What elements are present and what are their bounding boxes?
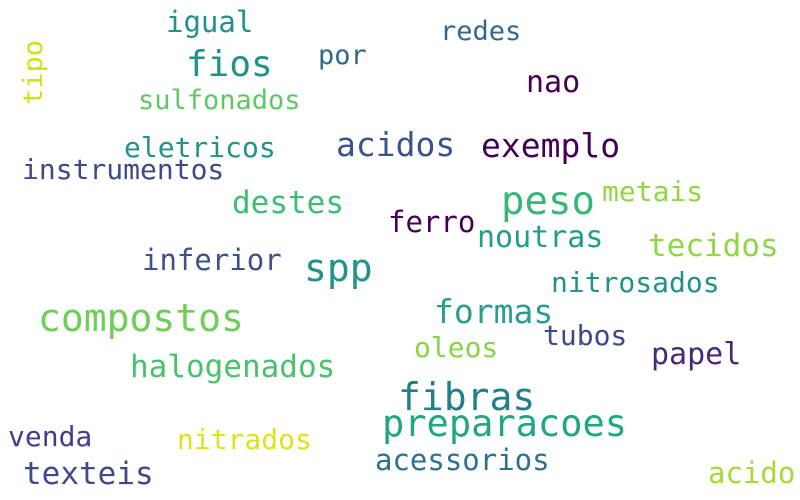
word-noutras: noutras: [477, 220, 604, 255]
word-nao: nao: [526, 65, 581, 100]
word-tipo: tipo: [18, 39, 49, 105]
word-oleos: oleos: [414, 331, 499, 364]
word-ferro: ferro: [388, 205, 476, 239]
word-halogenados: halogenados: [130, 349, 336, 385]
word-acessorios: acessorios: [375, 443, 550, 477]
word-inferior: inferior: [142, 243, 282, 277]
word-formas: formas: [434, 292, 554, 331]
word-fios: fios: [186, 44, 273, 85]
word-compostos: compostos: [38, 296, 244, 340]
word-destes: destes: [232, 185, 344, 221]
word-nitrosados: nitrosados: [551, 266, 720, 299]
word-eletricos: eletricos: [124, 131, 276, 164]
word-acidos: acidos: [336, 125, 456, 164]
word-tubos: tubos: [543, 319, 628, 352]
word-por: por: [318, 40, 367, 71]
word-instrumentos: instrumentos: [22, 153, 225, 186]
word-tecidos: tecidos: [648, 228, 779, 264]
word-peso: peso: [501, 179, 595, 224]
word-spp: spp: [304, 246, 373, 290]
word-venda: venda: [8, 420, 93, 453]
word-metais: metais: [602, 175, 704, 208]
word-papel: papel: [651, 337, 742, 372]
word-nitrados: nitrados: [177, 423, 312, 456]
word-igual: igual: [166, 5, 254, 39]
word-preparacoes: preparacoes: [382, 402, 628, 445]
word-sulfonados: sulfonados: [138, 85, 301, 116]
word-fibras: fibras: [398, 375, 536, 419]
word-texteis: texteis: [23, 456, 154, 492]
word-acido: acido: [708, 456, 796, 490]
word-redes: redes: [440, 16, 522, 47]
word-exemplo: exemplo: [481, 126, 621, 165]
